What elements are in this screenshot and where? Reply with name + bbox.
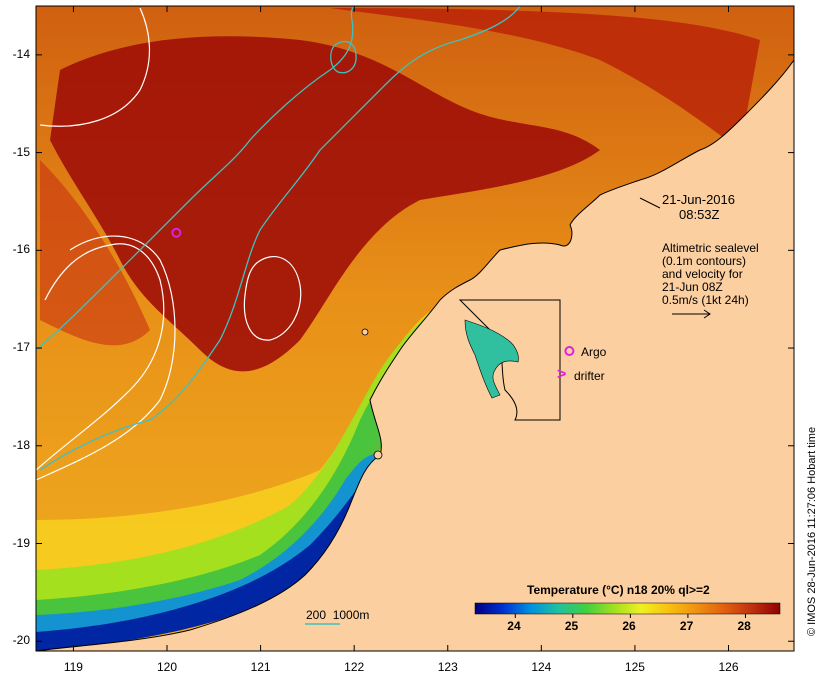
date-leader-line — [639, 197, 661, 209]
warm-water-mass — [330, 8, 760, 150]
warm-water-mass — [50, 36, 600, 372]
drifter-legend-label: drifter — [574, 369, 605, 383]
imos-credit: © IMOS 28-Jun-2016 11:27:06 Hobart time — [806, 426, 818, 636]
image-date: 21-Jun-2016 — [662, 192, 735, 207]
drifter-legend-symbol: > — [557, 366, 567, 383]
x-tick-label: 122 — [344, 660, 365, 674]
legend-line: 0.5m/s (1kt 24h) — [662, 293, 749, 307]
y-tick-label: -18 — [12, 437, 30, 452]
island — [361, 328, 369, 336]
y-tick-label: -19 — [12, 535, 30, 550]
colorbar-title: Temperature (°C) n18 20% ql>=2 — [527, 583, 710, 597]
colorbar-tick-label: 27 — [679, 619, 694, 633]
x-tick-label: 123 — [437, 660, 458, 674]
isobath-line — [330, 41, 357, 74]
x-tick-label: 125 — [624, 660, 645, 674]
argo-legend-label: Argo — [581, 345, 607, 359]
colorbar-tick-label: 25 — [564, 619, 579, 633]
isobath-line — [39, 6, 521, 471]
map-frame — [35, 5, 795, 652]
axis-ticks — [36, 6, 794, 651]
colorbar-tick-label: 24 — [507, 619, 521, 633]
x-tick-label: 124 — [531, 660, 552, 674]
sealevel-contour — [36, 243, 165, 471]
x-tick-label: 121 — [250, 660, 271, 674]
argo-float-marker — [171, 227, 182, 238]
land-australia — [36, 59, 794, 651]
argo-legend-marker — [564, 345, 575, 356]
y-tick-label: -14 — [12, 46, 30, 61]
legend-line: (0.1m contours) — [662, 254, 747, 268]
legend-line: and velocity for — [662, 267, 743, 281]
sealevel-contour — [243, 256, 302, 341]
isobath-line — [36, 6, 357, 351]
cool-water-band — [36, 303, 470, 632]
argo-layer — [171, 227, 575, 356]
velocity-scale-arrow — [672, 309, 711, 319]
warm-water-mass — [40, 160, 150, 346]
colorbar-tick-label: 26 — [622, 619, 636, 633]
colorbar-ticks — [514, 614, 746, 618]
x-tick-label: 126 — [718, 660, 739, 674]
sealevel-contour — [39, 7, 150, 127]
y-tick-label: -17 — [12, 340, 30, 355]
y-tick-label: -16 — [12, 242, 30, 257]
image-time: 08:53Z — [679, 207, 720, 222]
legend-line: 21-Jun 08Z — [662, 280, 723, 294]
colorbar — [474, 602, 781, 615]
colorbar-tick-label: 28 — [737, 619, 751, 633]
cool-water-band — [36, 470, 380, 651]
y-tick-label: -20 — [12, 633, 30, 648]
island — [373, 450, 383, 460]
sealevel-contour — [36, 235, 176, 481]
isobath-label: 200 1000m — [306, 608, 370, 622]
x-tick-label: 119 — [63, 660, 83, 674]
y-tick-label: -15 — [12, 144, 30, 159]
legend-line: Altimetric sealevel — [662, 241, 759, 255]
king-sound-water — [464, 319, 519, 399]
x-tick-label: 120 — [156, 660, 178, 674]
